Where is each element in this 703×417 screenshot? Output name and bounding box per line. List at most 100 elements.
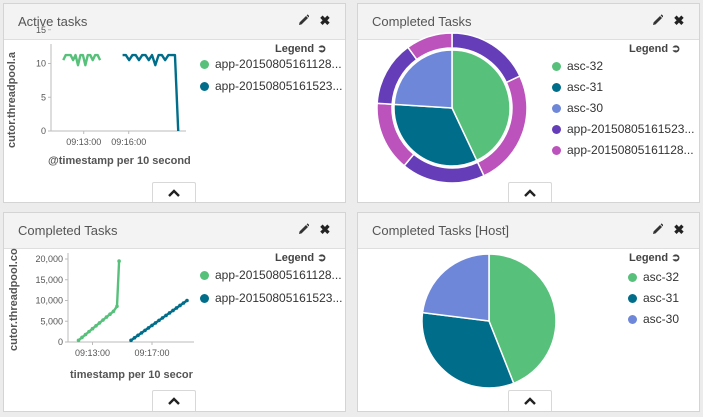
legend-toggle[interactable]: Legend ➲ [629,251,680,264]
data-point [83,332,88,337]
panel-title: Active tasks [18,14,88,29]
legend-dot [200,294,209,303]
legend-item[interactable]: asc-30 [628,311,679,327]
series-line [122,53,180,132]
chevron-right-circle-icon: ➲ [671,252,681,264]
panel-header: Active tasks ✖ [4,4,345,40]
legend-dot [552,83,561,92]
legend-item[interactable]: asc-30 [552,100,603,116]
legend-label: asc-32 [643,270,680,284]
data-point [164,313,168,318]
panel-header: Completed Tasks ✖ [358,4,699,40]
collapse-toggle-button[interactable] [152,182,196,202]
edit-pencil-icon[interactable] [651,13,665,29]
data-point [101,318,105,322]
legend-label: app-20150805161128... [215,268,342,282]
data-point [104,315,109,319]
completed-tasks-line-chart: 0 5,000 10,000 15,000 20,000 09:13:00 09:17:00 [35,253,194,358]
chevron-up-icon [524,189,536,197]
legend-toggle[interactable]: Legend ➲ [275,251,326,264]
completed-tasks-nested-pie [376,32,528,184]
y-tick-label: 0 [41,126,46,136]
data-point [178,303,182,308]
collapse-toggle-button[interactable] [508,182,552,202]
y-tick-label: 15,000 [35,275,63,285]
data-point [76,338,81,343]
legend-dot [552,104,561,113]
active-tasks-line-chart: 0 5 10 15 09:13:00 09:16:00 [36,25,186,147]
collapse-toggle-button[interactable] [152,390,196,411]
pie-slice [393,49,453,109]
legend-item[interactable]: asc-32 [552,58,603,74]
pie-slice [421,311,515,389]
legend-label: asc-32 [567,59,604,73]
edit-pencil-icon[interactable] [297,13,311,29]
legend-item[interactable]: app-20150805161128... [200,56,342,72]
legend-item[interactable]: app-20150805161523... [200,290,342,306]
data-point [136,333,140,338]
edit-pencil-icon[interactable] [297,222,311,238]
pie-slice [488,253,557,385]
edit-pencil-icon[interactable] [651,222,665,238]
x-axis-label: timestamp per 10 secor [70,369,193,381]
legend-label: asc-31 [643,291,680,305]
legend-item[interactable]: app-20150805161128... [200,267,342,283]
legend-label: asc-30 [643,312,680,326]
legend-toggle[interactable]: Legend ➲ [629,42,680,55]
completed-tasks-line-panel: Completed Tasks ✖ Legend ➲ app-201508051… [3,212,346,412]
legend-label: app-20150805161128... [567,143,694,157]
data-point [160,316,165,320]
x-tick-label: 09:17:00 [134,348,169,358]
close-icon[interactable]: ✖ [319,13,331,28]
data-point [157,318,161,323]
y-tick-label: 5,000 [40,316,63,326]
legend-item[interactable]: app-20150805161128... [552,142,694,158]
panel-title: Completed Tasks [372,14,472,29]
legend-dot [200,271,209,280]
close-icon[interactable]: ✖ [673,222,685,237]
data-point [167,311,172,315]
chevron-up-icon [524,397,536,405]
data-point [139,331,144,335]
legend-item[interactable]: asc-31 [628,290,679,306]
legend-item[interactable]: app-20150805161523... [552,121,694,137]
data-point [115,304,119,309]
data-point [185,298,189,303]
legend-item[interactable]: app-20150805161523... [200,78,342,94]
legend-title-text: Legend [275,252,315,264]
close-icon[interactable]: ✖ [673,13,685,28]
legend-label: app-20150805161523... [567,122,695,136]
legend-label: asc-30 [567,101,604,115]
legend-dot [628,315,637,324]
data-point [146,326,151,330]
legend-title-text: Legend [629,43,669,55]
x-tick-label: 09:16:00 [111,137,146,147]
close-icon[interactable]: ✖ [319,222,331,237]
data-point [87,329,91,334]
y-tick-label: 10,000 [35,296,63,306]
legend-label: app-20150805161523... [215,79,343,93]
panel-header: Completed Tasks [Host] ✖ [358,213,699,249]
legend-title-text: Legend [629,252,669,264]
legend-item[interactable]: asc-32 [628,269,679,285]
data-point [181,301,186,305]
data-point [90,326,95,331]
y-tick-label: 10 [36,59,46,69]
chevron-up-icon [168,397,180,405]
completed-tasks-host-pie [421,253,557,389]
legend-toggle[interactable]: Legend ➲ [275,42,326,55]
pie-slice [451,49,511,162]
pie-slice [421,253,490,322]
legend-item[interactable]: asc-31 [552,79,603,95]
panel-title: Completed Tasks [Host] [372,223,510,238]
legend-label: app-20150805161128... [215,57,342,71]
completed-tasks-host-panel: Completed Tasks [Host] ✖ Legend ➲ asc-32… [357,212,700,412]
legend-label: app-20150805161523... [215,291,343,305]
legend-dot [200,82,209,91]
data-point [108,312,112,316]
data-point [143,328,147,333]
completed-tasks-pie-panel: Completed Tasks ✖ Legend ➲ asc-32 asc-31… [357,3,700,203]
legend-dot [552,146,561,155]
y-tick-label: 0 [58,337,63,347]
collapse-toggle-button[interactable] [508,390,552,411]
